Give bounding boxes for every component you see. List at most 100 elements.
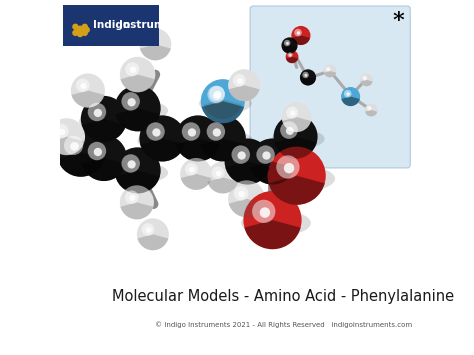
Ellipse shape — [55, 144, 113, 166]
Wedge shape — [115, 108, 160, 131]
Circle shape — [139, 115, 185, 162]
Circle shape — [94, 109, 102, 117]
Circle shape — [256, 146, 275, 164]
Circle shape — [88, 103, 106, 121]
Circle shape — [286, 50, 299, 63]
Circle shape — [130, 67, 136, 73]
Circle shape — [231, 146, 250, 164]
Circle shape — [189, 167, 195, 173]
Wedge shape — [181, 174, 211, 190]
Wedge shape — [282, 45, 297, 54]
Circle shape — [289, 54, 292, 56]
Circle shape — [326, 66, 331, 72]
Wedge shape — [225, 162, 270, 185]
Circle shape — [284, 40, 291, 46]
Wedge shape — [360, 80, 373, 86]
Circle shape — [276, 155, 300, 179]
Text: Molecular Models - Amino Acid - Phenylalanine: Molecular Models - Amino Acid - Phenylal… — [112, 289, 454, 304]
Circle shape — [292, 26, 310, 45]
Ellipse shape — [247, 153, 303, 174]
Circle shape — [344, 90, 352, 98]
Circle shape — [233, 74, 246, 87]
Circle shape — [243, 191, 301, 249]
Circle shape — [76, 78, 90, 92]
Circle shape — [152, 128, 161, 137]
Wedge shape — [324, 71, 336, 77]
Wedge shape — [204, 99, 242, 119]
Wedge shape — [140, 138, 185, 162]
Circle shape — [284, 163, 294, 173]
Wedge shape — [245, 220, 301, 249]
Circle shape — [137, 218, 169, 250]
Circle shape — [146, 122, 165, 141]
Wedge shape — [300, 77, 316, 86]
Text: © Indigo Instruments 2021 - All Rights Reserved   indigoinstruments.com: © Indigo Instruments 2021 - All Rights R… — [155, 322, 412, 328]
Circle shape — [76, 26, 84, 34]
Circle shape — [182, 122, 200, 141]
Circle shape — [207, 162, 239, 193]
Wedge shape — [250, 162, 295, 185]
Wedge shape — [228, 85, 260, 101]
Wedge shape — [341, 97, 360, 106]
Wedge shape — [120, 75, 155, 92]
Circle shape — [188, 128, 196, 137]
Wedge shape — [207, 178, 238, 193]
Ellipse shape — [79, 150, 134, 171]
Circle shape — [175, 115, 221, 162]
Wedge shape — [269, 176, 325, 205]
Circle shape — [302, 72, 309, 78]
Circle shape — [280, 121, 298, 139]
Ellipse shape — [137, 130, 193, 151]
Circle shape — [286, 127, 294, 135]
Circle shape — [208, 86, 225, 103]
Circle shape — [58, 129, 65, 135]
Circle shape — [128, 98, 136, 106]
Circle shape — [260, 207, 270, 218]
Circle shape — [267, 147, 326, 205]
Wedge shape — [115, 170, 160, 193]
Circle shape — [125, 62, 139, 76]
Wedge shape — [201, 101, 244, 123]
Circle shape — [238, 191, 245, 197]
Ellipse shape — [113, 162, 168, 183]
Circle shape — [362, 75, 367, 81]
Circle shape — [120, 185, 154, 219]
Wedge shape — [137, 234, 168, 250]
Circle shape — [214, 91, 221, 98]
Circle shape — [77, 31, 83, 37]
Wedge shape — [57, 153, 104, 177]
FancyBboxPatch shape — [250, 6, 410, 168]
Text: Instruments: Instruments — [119, 20, 191, 30]
Wedge shape — [282, 117, 311, 132]
Circle shape — [128, 160, 136, 169]
Circle shape — [228, 69, 260, 101]
Circle shape — [234, 186, 248, 201]
Circle shape — [237, 78, 243, 84]
Circle shape — [228, 180, 265, 217]
Circle shape — [81, 83, 87, 89]
Circle shape — [273, 115, 318, 159]
Circle shape — [72, 30, 79, 36]
Ellipse shape — [198, 130, 253, 151]
Circle shape — [213, 128, 221, 137]
Wedge shape — [176, 138, 220, 162]
Circle shape — [367, 105, 372, 111]
Ellipse shape — [265, 165, 335, 192]
Circle shape — [71, 73, 105, 108]
Circle shape — [125, 190, 138, 204]
Circle shape — [294, 29, 302, 37]
Circle shape — [216, 170, 221, 176]
Circle shape — [365, 104, 378, 116]
Circle shape — [201, 79, 245, 123]
Circle shape — [290, 111, 295, 116]
Circle shape — [288, 52, 292, 58]
Circle shape — [207, 122, 225, 141]
Circle shape — [120, 57, 155, 92]
Circle shape — [139, 28, 171, 60]
Circle shape — [142, 223, 155, 236]
Circle shape — [368, 107, 371, 110]
Circle shape — [81, 135, 127, 181]
Circle shape — [341, 87, 360, 106]
Circle shape — [249, 138, 296, 185]
Text: *: * — [392, 10, 404, 32]
